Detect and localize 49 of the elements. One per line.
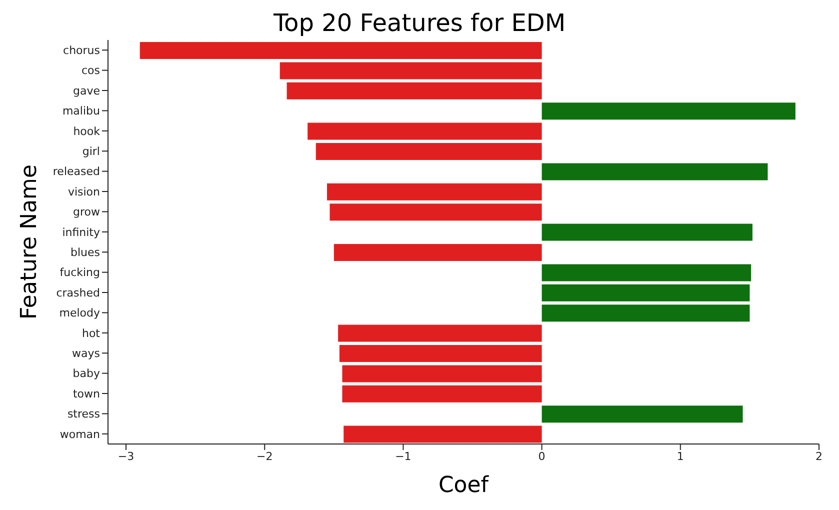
- x-tick-label: −2: [256, 450, 273, 463]
- bar: [342, 385, 542, 402]
- y-tick-label: ways: [72, 347, 100, 360]
- bar: [308, 122, 542, 140]
- bar: [542, 264, 752, 282]
- y-tick-label: town: [72, 387, 100, 400]
- chart-title: Top 20 Features for EDM: [272, 8, 567, 38]
- y-tick-label: fucking: [60, 266, 100, 280]
- bar: [542, 102, 796, 120]
- x-tick-label: 1: [676, 450, 684, 463]
- y-tick-label: chorus: [63, 44, 100, 58]
- y-axis-title: Feature Name: [16, 164, 42, 320]
- y-tick-label: vision: [68, 185, 100, 198]
- x-tick-label: −1: [395, 450, 412, 463]
- y-tick-label: melody: [59, 306, 100, 320]
- y-tick-label: released: [52, 165, 100, 178]
- y-tick-label: crashed: [56, 286, 100, 300]
- y-tick-label: blues: [70, 246, 100, 260]
- y-tick-label: hook: [73, 124, 101, 138]
- y-tick-label: malibu: [62, 104, 100, 118]
- bar: [542, 406, 743, 423]
- x-tick-label: 0: [538, 450, 546, 463]
- bar: [140, 42, 542, 59]
- bar: [542, 163, 768, 180]
- y-tick-label: gave: [72, 84, 100, 98]
- x-tick-label: −3: [118, 450, 134, 463]
- y-tick-label: infinity: [62, 226, 100, 239]
- bar: [339, 345, 542, 362]
- bar: [342, 365, 542, 382]
- y-tick-label: grow: [73, 206, 100, 219]
- y-tick-label: hot: [82, 326, 101, 340]
- x-axis-title: Coef: [438, 473, 490, 498]
- bar: [344, 426, 542, 443]
- bar: [542, 304, 750, 322]
- x-tick-label: 2: [816, 450, 822, 463]
- bar: [542, 224, 752, 241]
- y-tick-label: woman: [60, 428, 100, 441]
- bar: [326, 183, 542, 200]
- y-tick-label: baby: [72, 367, 100, 380]
- bar: [286, 82, 542, 100]
- bar: [338, 324, 542, 342]
- bar: [542, 284, 750, 302]
- bar: [330, 204, 542, 221]
- y-tick-label: cos: [81, 64, 100, 78]
- y-tick-label: stress: [67, 408, 100, 421]
- bar: [334, 244, 542, 261]
- y-tick-label: girl: [82, 145, 100, 158]
- bar: [280, 62, 542, 80]
- bar: [316, 143, 542, 160]
